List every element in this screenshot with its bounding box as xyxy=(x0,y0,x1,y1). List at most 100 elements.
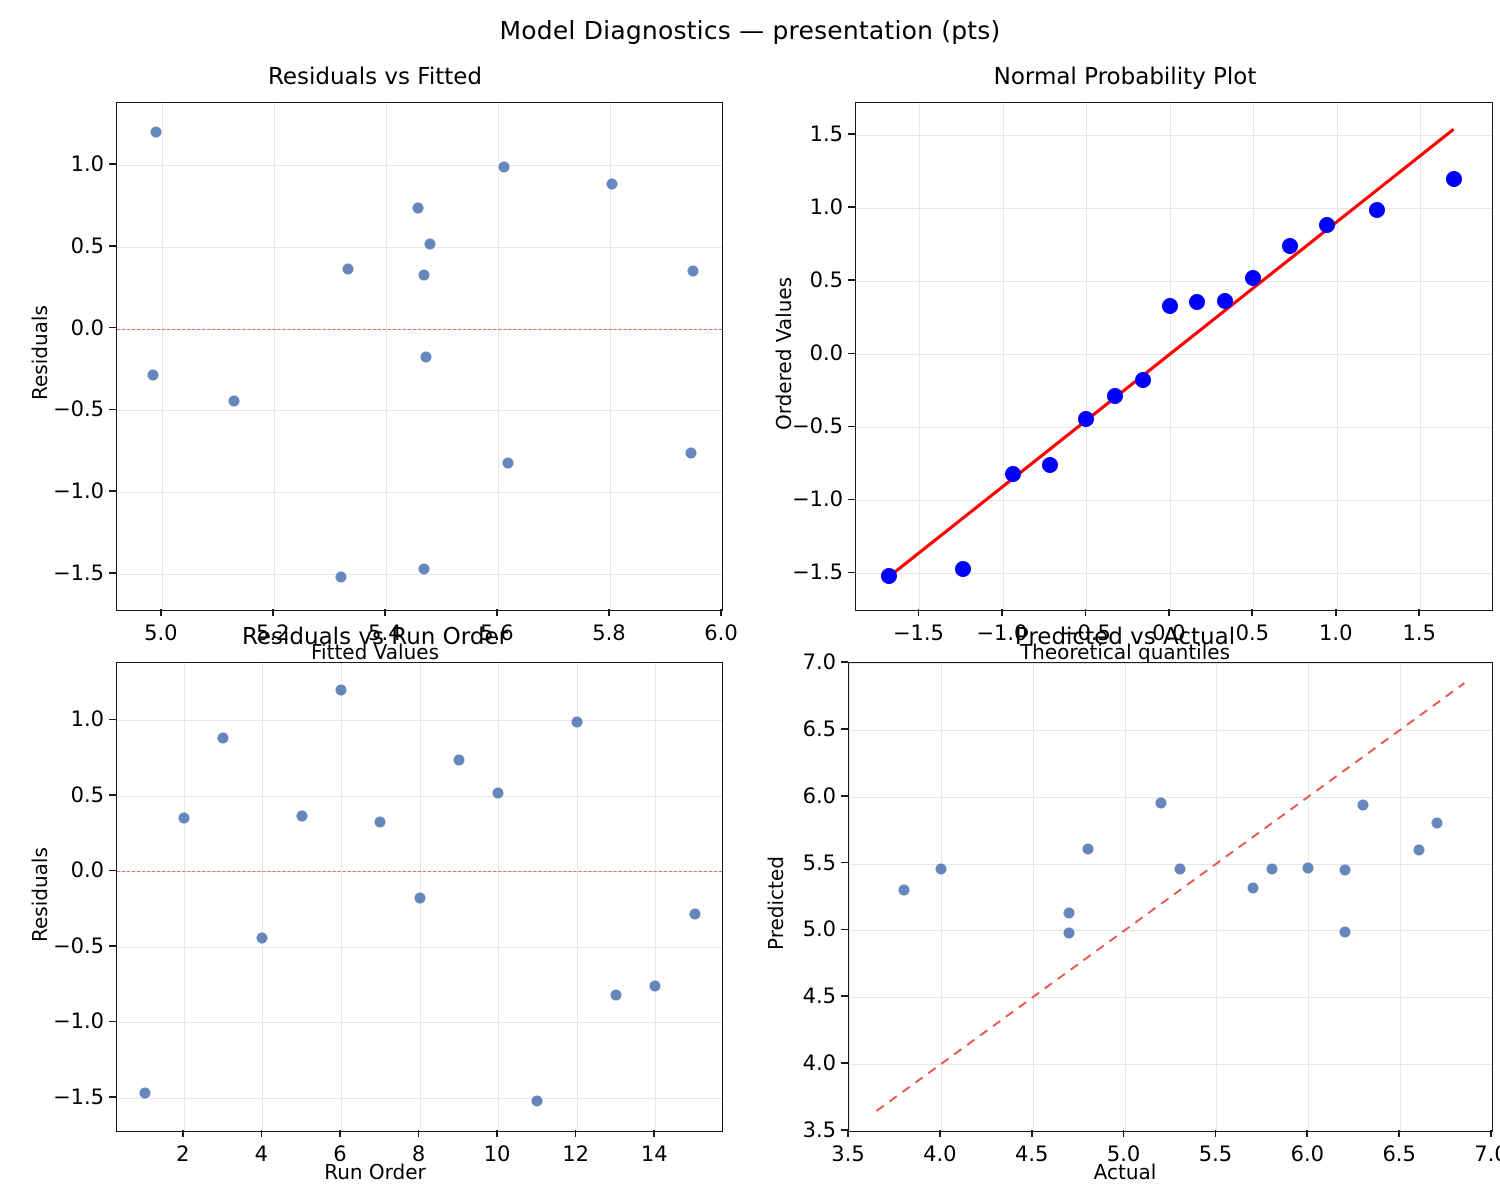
y-axis-tick-label: −0.5 xyxy=(792,414,843,439)
x-axis-tick-label: 5.8 xyxy=(592,621,626,645)
x-axis-tick xyxy=(260,1130,263,1137)
x-axis-tick-label: 5.6 xyxy=(480,621,514,645)
data-point xyxy=(1318,217,1335,233)
x-axis-tick xyxy=(720,609,722,616)
x-axis-tick xyxy=(1214,1130,1217,1137)
x-axis-tick xyxy=(181,1130,184,1137)
data-point xyxy=(1188,294,1205,311)
y-axis-tick xyxy=(848,571,855,574)
data-point xyxy=(1161,298,1178,315)
data-point xyxy=(412,202,424,214)
data-point xyxy=(1413,844,1424,856)
y-axis-tick xyxy=(841,661,848,663)
x-axis-tick xyxy=(1490,1130,1492,1137)
x-axis-tick xyxy=(339,1130,341,1137)
plot-area-residuals-vs-run-order[interactable] xyxy=(116,662,723,1132)
grid-line-horizontal xyxy=(117,165,722,167)
data-point xyxy=(689,908,700,920)
x-axis-tick xyxy=(1030,1130,1033,1137)
plot-area-residuals-vs-fitted[interactable] xyxy=(116,102,723,611)
y-axis-tick-label: 4.0 xyxy=(802,1051,836,1076)
panel-title-predicted-vs-actual: Predicted vs Actual xyxy=(1014,624,1236,650)
x-axis-tick xyxy=(1001,609,1003,616)
x-axis-tick-label: 5.4 xyxy=(368,621,402,645)
y-axis-tick xyxy=(848,133,855,135)
x-axis-tick xyxy=(847,1130,849,1137)
data-point xyxy=(881,568,898,585)
data-point xyxy=(418,269,430,281)
x-axis-tick xyxy=(384,609,386,616)
x-axis-tick xyxy=(917,609,920,616)
y-axis-tick-label: 0.5 xyxy=(70,233,104,258)
y-axis-tick xyxy=(109,326,116,329)
y-axis-tick-label: 5.5 xyxy=(802,850,836,875)
x-axis-tick-label: 5.5 xyxy=(1198,1142,1233,1166)
data-point xyxy=(228,395,240,407)
y-axis-tick xyxy=(841,1062,848,1064)
x-axis-tick-label: 0.5 xyxy=(1235,621,1269,645)
figure-title: Model Diagnostics — presentation (pts) xyxy=(499,16,1001,45)
x-axis-tick-label: 4.5 xyxy=(1015,1142,1049,1166)
data-point xyxy=(954,561,971,578)
data-point xyxy=(424,238,436,250)
y-axis-tick xyxy=(109,1020,116,1023)
grid-line-vertical xyxy=(1216,663,1218,1131)
y-axis-tick-label: 0.0 xyxy=(809,341,843,366)
y-axis-tick-label: 3.5 xyxy=(802,1118,836,1142)
grid-line-horizontal xyxy=(117,574,722,576)
y-axis-tick xyxy=(848,425,855,428)
x-axis-tick xyxy=(608,609,610,616)
data-point xyxy=(1368,201,1385,218)
grid-line-vertical xyxy=(385,103,387,610)
y-axis-tick-label: 1.0 xyxy=(70,152,104,177)
data-point xyxy=(502,457,514,469)
grid-line-horizontal xyxy=(856,354,1492,356)
y-axis-tick xyxy=(841,794,848,797)
x-axis-tick xyxy=(496,609,498,616)
y-axis-tick-label: 0.5 xyxy=(70,782,104,807)
panel-title-residuals-vs-run-order: Residuals vs Run Order xyxy=(241,624,509,650)
y-axis-tick xyxy=(109,163,116,165)
y-axis-tick-label: 1.0 xyxy=(70,707,104,732)
y-axis-tick xyxy=(109,245,116,247)
data-point xyxy=(418,563,430,575)
grid-line-vertical xyxy=(1002,103,1004,610)
y-axis-tick xyxy=(109,718,116,721)
y-axis-tick-label: −0.5 xyxy=(53,933,104,958)
grid-line-horizontal xyxy=(849,796,1492,798)
x-axis-tick xyxy=(1251,609,1254,616)
data-point xyxy=(150,126,162,138)
x-axis-tick xyxy=(1122,1130,1125,1137)
grid-line-vertical xyxy=(1124,663,1126,1131)
y-axis-tick xyxy=(109,794,116,796)
grid-line-vertical xyxy=(940,663,942,1131)
y-axis-tick-label: 4.5 xyxy=(802,984,836,1009)
panel-residuals-vs-run-order: Residuals vs Run Order Run Order Residua… xyxy=(0,620,750,1184)
y-axis-tick-label: 6.0 xyxy=(802,783,836,808)
grid-line-horizontal xyxy=(849,729,1492,731)
data-point xyxy=(571,716,583,728)
grid-line-vertical xyxy=(919,103,921,610)
x-axis-tick xyxy=(1168,609,1170,616)
grid-line-vertical xyxy=(161,103,163,610)
grid-line-horizontal xyxy=(117,246,722,248)
data-point xyxy=(414,892,425,904)
grid-line-horizontal xyxy=(849,863,1492,865)
plot-area-predicted-vs-actual[interactable] xyxy=(848,662,1493,1132)
grid-line-vertical xyxy=(722,103,723,610)
y-axis-tick xyxy=(848,206,855,208)
grid-line-vertical xyxy=(340,663,342,1131)
grid-line-horizontal xyxy=(856,427,1492,429)
x-axis-tick-label: 4.0 xyxy=(923,1142,957,1166)
grid-line-horizontal xyxy=(117,492,722,494)
data-point xyxy=(1004,466,1021,483)
y-axis-tick xyxy=(841,995,848,998)
x-axis-tick xyxy=(1334,609,1337,616)
grid-line-vertical xyxy=(1169,103,1171,610)
y-axis-tick xyxy=(109,1095,116,1098)
plot-area-normal-probability-plot[interactable] xyxy=(855,102,1493,611)
data-point xyxy=(1302,862,1314,874)
data-point xyxy=(610,989,622,1001)
x-axis-tick-label: 3.5 xyxy=(831,1142,865,1166)
data-point xyxy=(649,980,661,992)
